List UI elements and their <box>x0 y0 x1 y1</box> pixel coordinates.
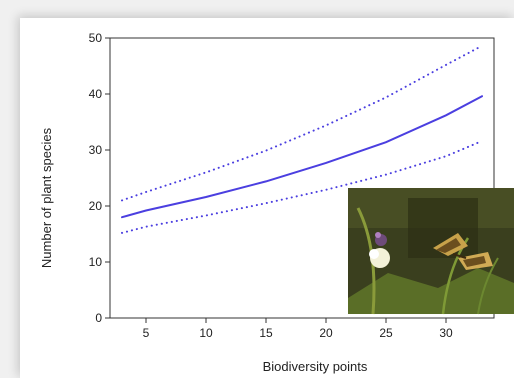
x-tick-label: 20 <box>319 326 333 340</box>
chart: 5 10 15 20 25 30 0 10 20 30 40 50 Biodiversity poin… <box>39 31 514 374</box>
y-tick-label: 50 <box>89 31 103 45</box>
x-tick-label: 30 <box>439 326 453 340</box>
y-tick-label: 20 <box>89 199 103 213</box>
plot-frame <box>109 37 495 319</box>
x-tick-label: 25 <box>379 326 393 340</box>
x-tick-label: 10 <box>199 326 213 340</box>
chart-card: 5 10 15 20 25 30 0 10 20 30 40 50 Biodiversity poin… <box>20 18 514 378</box>
butterfly-photo <box>348 188 514 315</box>
y-tick-label: 40 <box>89 87 103 101</box>
x-axis-title: Biodiversity points <box>263 359 368 374</box>
y-tick-label: 30 <box>89 143 103 157</box>
upper-band-line <box>121 44 483 202</box>
y-axis-title: Number of plant species <box>39 127 54 268</box>
lower-band-line <box>121 140 483 234</box>
x-tick-label: 15 <box>259 326 273 340</box>
x-tick-label: 5 <box>143 326 150 340</box>
y-tick-label: 10 <box>89 255 103 269</box>
fit-line <box>121 95 483 219</box>
y-tick-label: 0 <box>95 311 102 325</box>
